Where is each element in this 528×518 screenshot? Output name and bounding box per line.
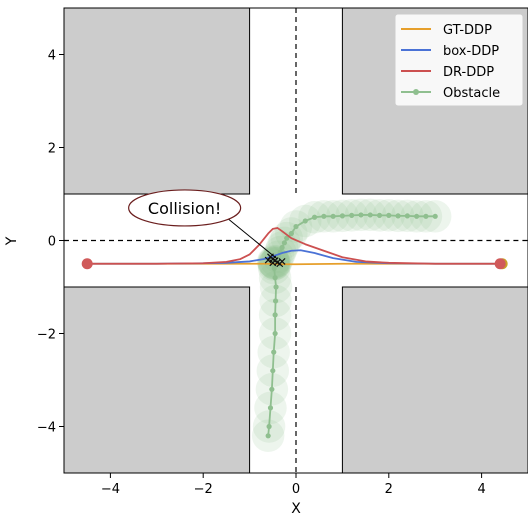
- y-tick-label: 0: [48, 235, 56, 250]
- obstacle-point: [367, 212, 373, 218]
- obstacle-point: [272, 298, 279, 304]
- obstacle-point: [293, 223, 299, 230]
- series-line-dr-ddp: [87, 227, 501, 265]
- collision-marker: [278, 258, 286, 265]
- obstacle-point: [395, 213, 401, 219]
- y-tick-label: 4: [48, 49, 56, 64]
- legend-marker: [413, 89, 419, 95]
- obstacle-point: [270, 368, 276, 374]
- obstacle-point: [376, 212, 383, 218]
- legend-label-dr-ddp: DR-DDP: [443, 65, 494, 80]
- obstacle-point: [321, 213, 327, 219]
- obstacle-point: [339, 213, 345, 219]
- obstacle-point: [267, 405, 274, 411]
- trajectory-lines: [87, 227, 501, 266]
- goal-point: [494, 258, 506, 270]
- obstacle-point: [281, 240, 287, 246]
- obstacle-point: [269, 386, 275, 392]
- obstacle-block-4: [341, 286, 528, 473]
- obstacle-point: [358, 212, 364, 218]
- x-tick-label: 4: [477, 482, 485, 497]
- obstacle-point: [404, 213, 410, 219]
- obstacle-point: [432, 213, 438, 219]
- endpoint-markers: [81, 258, 508, 270]
- x-tick-label: −2: [194, 482, 213, 497]
- x-tick-label: −4: [101, 482, 120, 497]
- start-point: [81, 258, 93, 270]
- obstacle-blocks: [64, 8, 528, 473]
- x-axis-label: X: [291, 501, 301, 517]
- obstacle-point: [279, 244, 285, 251]
- obstacle-point: [349, 212, 355, 218]
- obstacle-point: [271, 349, 277, 355]
- callout-bubble: [128, 189, 242, 227]
- obstacle-point: [311, 214, 318, 220]
- legend: GT-DDP box-DDP DR-DDP Obstacle: [394, 13, 524, 107]
- legend-label-box-ddp: box-DDP: [443, 44, 499, 59]
- obstacle-point: [272, 330, 278, 337]
- collision-marker: [264, 256, 272, 264]
- obstacle-point: [330, 213, 336, 219]
- y-axis-ticks: −4 −2 0 2 4: [37, 49, 64, 436]
- obstacle-point: [265, 433, 271, 439]
- x-axis-ticks: −4 −2 0 2 4: [101, 473, 486, 497]
- obstacle-point: [288, 230, 294, 237]
- x-tick-label: 2: [385, 482, 393, 497]
- legend-box: [394, 13, 524, 107]
- y-axis-label: Y: [4, 236, 20, 246]
- obstacle-point: [284, 235, 290, 241]
- callout-text: Collision!: [148, 199, 221, 218]
- x-tick-label: 0: [292, 482, 300, 497]
- y-tick-label: 2: [48, 142, 56, 157]
- obstacle-point: [273, 284, 279, 290]
- obstacle-point: [302, 218, 308, 224]
- obstacle-point: [266, 423, 272, 430]
- legend-label-gt-ddp: GT-DDP: [443, 23, 492, 38]
- callout-pointer: [224, 215, 278, 260]
- legend-label-obstacle: Obstacle: [443, 86, 500, 101]
- collision-callout: Collision!: [128, 189, 278, 260]
- obstacle-point: [414, 213, 420, 219]
- obstacle-point: [423, 213, 429, 219]
- obstacle-point: [386, 212, 392, 218]
- obstacle-block-3: [64, 286, 251, 473]
- obstacle-point: [272, 275, 278, 281]
- obstacle-point: [272, 312, 278, 318]
- lane-lines: [64, 8, 528, 473]
- obstacle-block-1: [64, 8, 251, 195]
- y-tick-label: −4: [37, 421, 56, 436]
- y-tick-label: −2: [37, 328, 56, 343]
- collision-marker: [269, 259, 277, 267]
